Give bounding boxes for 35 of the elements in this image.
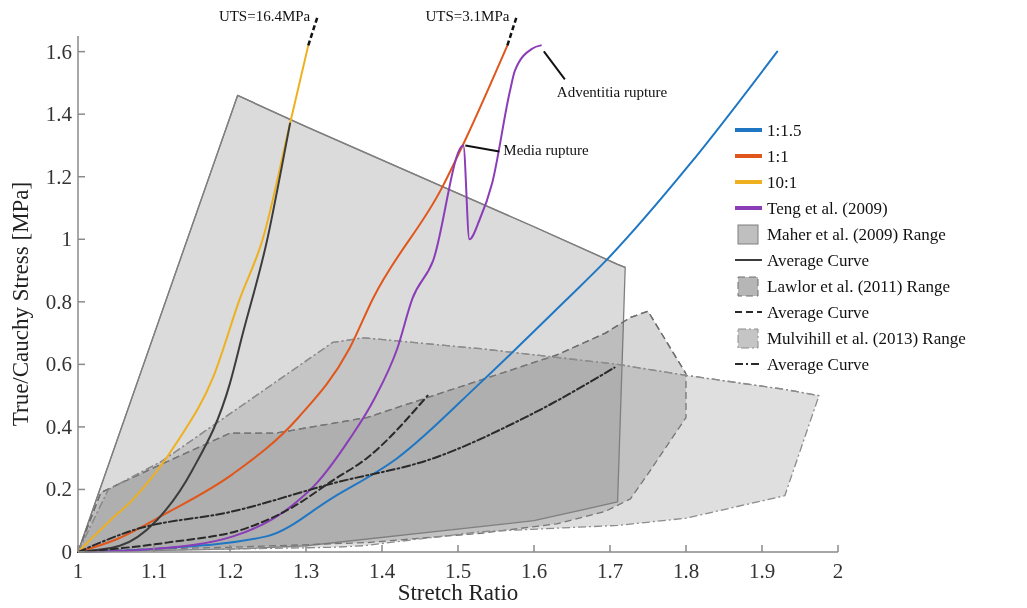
y-tick-label: 1.4 <box>45 102 73 127</box>
y-tick-label: 1.2 <box>45 164 72 189</box>
legend-label: 1:1.5 <box>767 121 802 140</box>
y-tick-label: 0.6 <box>45 352 72 377</box>
x-tick-label: 1.4 <box>368 559 396 583</box>
annotation: UTS=3.1MPa <box>425 8 510 25</box>
legend-label: Mulvihill et al. (2013) Range <box>767 329 966 348</box>
x-tick-label: 1.6 <box>520 559 548 583</box>
y-tick-label: 0.4 <box>45 414 73 439</box>
y-axis-title: True/Cauchy Stress [MPa] <box>8 181 33 427</box>
annotation: Media rupture <box>503 142 590 159</box>
y-tick-label: 1 <box>61 227 72 252</box>
x-tick-label: 1.2 <box>216 559 244 583</box>
annotation: UTS=16.4MPa <box>218 8 311 25</box>
x-tick-label: 1.5 <box>444 559 472 583</box>
annotation: Adventitia rupture <box>556 84 668 101</box>
x-tick-label: 1.9 <box>748 559 776 583</box>
legend-label: 1:1 <box>767 147 789 166</box>
x-tick-label: 1.1 <box>140 559 168 583</box>
x-tick-label: 1.7 <box>596 559 624 583</box>
legend-label: Teng et al. (2009) <box>767 199 888 218</box>
legend-label: Average Curve <box>767 303 870 322</box>
y-tick-label: 0.8 <box>45 289 72 314</box>
x-tick-label: 1.8 <box>672 559 700 583</box>
x-tick-label: 2 <box>832 559 844 583</box>
x-tick-label: 1.3 <box>292 559 320 583</box>
legend-label: 10:1 <box>767 173 798 192</box>
x-axis-title: Stretch Ratio <box>397 580 519 605</box>
legend-label: Average Curve <box>767 251 870 270</box>
legend-label: Average Curve <box>767 355 870 374</box>
y-tick-label: 1.6 <box>45 39 72 64</box>
legend-label: Maher et al. (2009) Range <box>767 225 946 244</box>
y-tick-label: 0.2 <box>45 477 72 502</box>
legend-label: Lawlor et al. (2011) Range <box>767 277 950 296</box>
y-tick-label: 0 <box>61 540 72 564</box>
